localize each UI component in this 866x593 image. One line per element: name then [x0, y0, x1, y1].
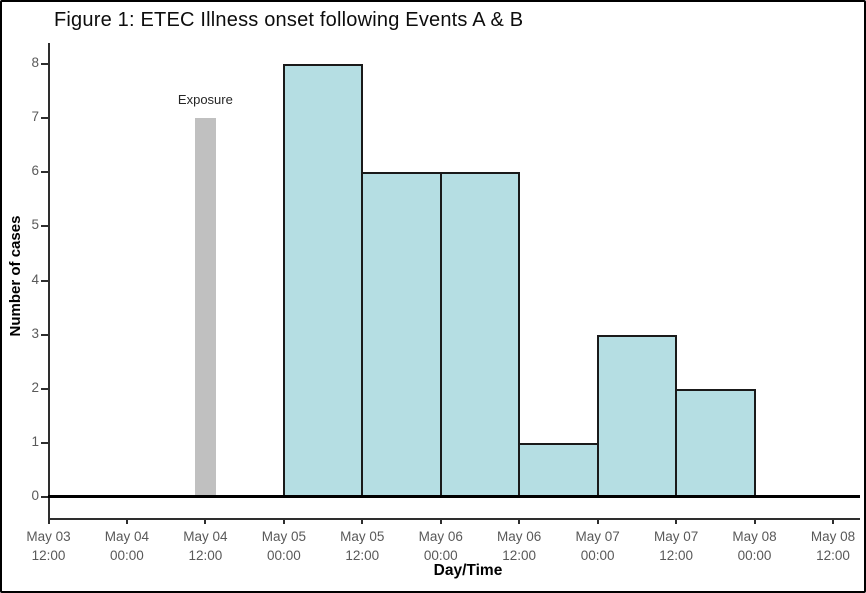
y-tick-label: 2 — [31, 379, 39, 395]
x-tick — [439, 518, 442, 524]
case-bar — [675, 388, 756, 498]
x-axis-line — [48, 518, 860, 520]
x-tick — [675, 518, 678, 524]
case-bar — [518, 442, 599, 498]
x-tick — [361, 518, 364, 524]
case-bar — [282, 64, 364, 498]
x-tick — [518, 518, 521, 524]
x-tick-label: May 04 12:00 — [183, 529, 228, 563]
y-tick — [41, 117, 48, 120]
y-axis-line — [48, 43, 50, 520]
x-tick-label: May 05 12:00 — [340, 529, 385, 563]
case-bar — [596, 334, 678, 498]
y-tick-label: 0 — [31, 488, 39, 503]
x-tick-label: May 08 12:00 — [810, 529, 856, 563]
y-tick — [41, 279, 48, 282]
y-tick-label: 7 — [31, 109, 39, 125]
y-tick — [41, 63, 48, 65]
x-axis-title: Day/Time — [433, 562, 503, 579]
x-tick — [47, 518, 50, 524]
x-tick-label: May 06 00:00 — [418, 529, 463, 563]
x-tick-label: May 06 12:00 — [497, 529, 542, 563]
x-tick — [832, 518, 834, 524]
case-bar — [439, 172, 521, 498]
x-tick — [125, 518, 128, 524]
y-tick — [41, 387, 48, 390]
y-tick-label: 3 — [31, 325, 39, 341]
x-tick-label: May 08 00:00 — [732, 529, 777, 563]
y-tick-label: 6 — [31, 163, 39, 179]
x-tick — [753, 518, 756, 524]
case-bar — [361, 172, 442, 498]
y-tick-label: 4 — [31, 271, 39, 287]
x-tick-label: May 03 12:00 — [26, 529, 71, 563]
x-tick-label: May 07 00:00 — [575, 529, 620, 563]
y-tick-label: 8 — [31, 55, 39, 70]
x-tick — [282, 518, 285, 524]
y-tick — [41, 225, 48, 228]
y-tick — [41, 333, 48, 336]
y-tick — [41, 171, 48, 174]
chart-title: Figure 1: ETEC Illness onset following E… — [54, 9, 524, 31]
exposure-bar — [194, 118, 216, 498]
x-tick-label: May 07 12:00 — [653, 529, 699, 563]
y-tick — [41, 496, 48, 498]
x-tick-label: May 04 00:00 — [104, 529, 150, 563]
x-tick — [204, 518, 207, 524]
y-tick-label: 5 — [31, 217, 39, 233]
exposure-label: Exposure — [177, 92, 233, 108]
x-tick — [596, 518, 599, 524]
y-tick — [41, 441, 48, 444]
zero-baseline — [48, 495, 860, 498]
y-tick-label: 1 — [31, 433, 39, 449]
x-tick-label: May 05 00:00 — [261, 529, 306, 563]
